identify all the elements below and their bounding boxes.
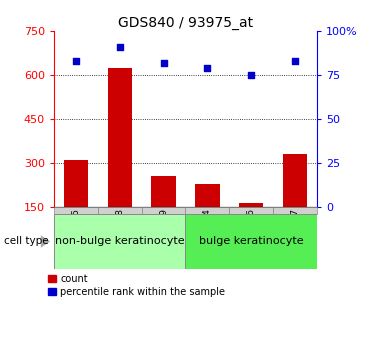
Bar (142, 207, 186, 214)
Point (292, 58, 298, 64)
Legend: count, percentile rank within the sample: count, percentile rank within the sample (47, 274, 225, 297)
Bar (239, 203, 263, 207)
Bar (54, 207, 98, 214)
Text: GSM17445: GSM17445 (71, 208, 80, 257)
Bar (64, 160, 88, 207)
Bar (229, 207, 273, 214)
Text: bulge keratinocyte: bulge keratinocyte (199, 237, 304, 246)
Bar (186, 214, 317, 269)
Bar (186, 207, 229, 214)
Bar (54, 214, 185, 269)
Title: GDS840 / 93975_at: GDS840 / 93975_at (118, 16, 253, 30)
Point (116, 44, 122, 50)
Point (73, 58, 79, 64)
Bar (283, 154, 307, 207)
Text: GSM17448: GSM17448 (115, 208, 124, 257)
Bar (151, 176, 175, 207)
Point (161, 60, 167, 66)
Text: GSM17447: GSM17447 (291, 208, 300, 257)
Point (204, 65, 210, 71)
Text: non-bulge keratinocyte: non-bulge keratinocyte (55, 237, 184, 246)
Text: GSM17446: GSM17446 (247, 208, 256, 257)
Bar (108, 68, 132, 207)
Text: cell type: cell type (4, 237, 48, 246)
Text: GSM17444: GSM17444 (203, 208, 212, 257)
Bar (273, 207, 317, 214)
Bar (196, 184, 220, 207)
Bar (98, 207, 142, 214)
Point (249, 72, 255, 78)
Text: GSM17449: GSM17449 (159, 208, 168, 257)
